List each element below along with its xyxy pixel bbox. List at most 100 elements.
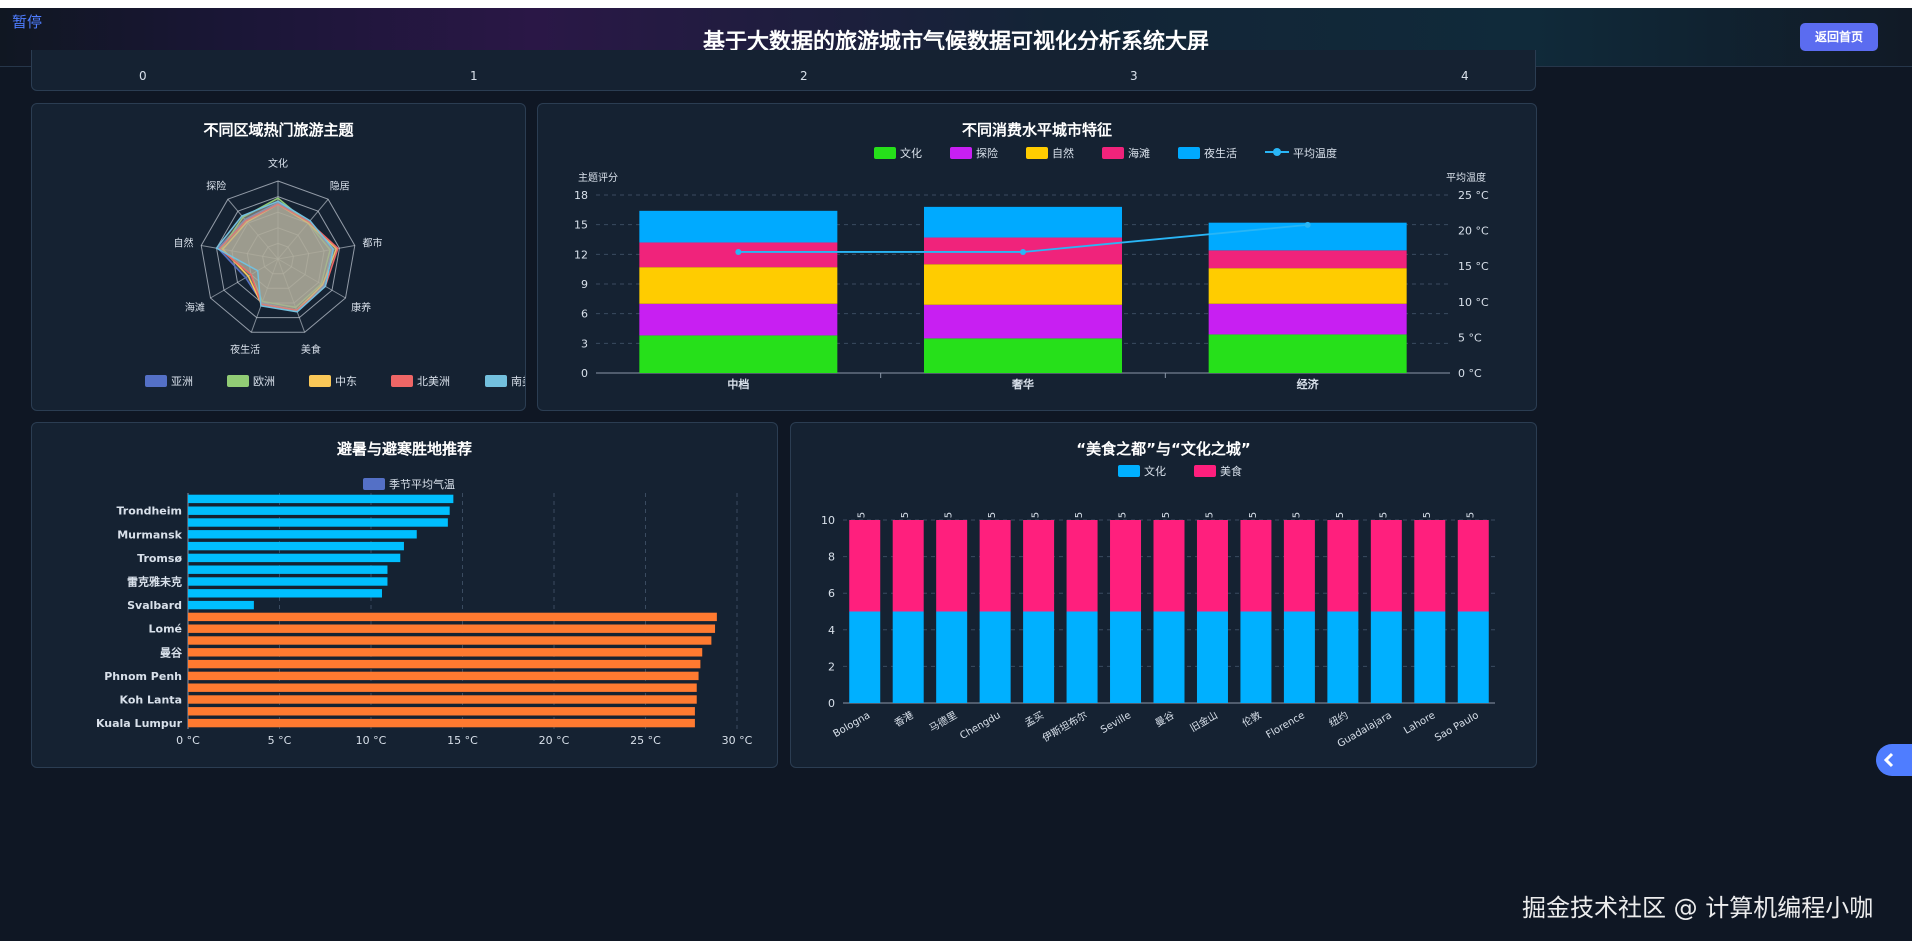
radar-legend-item: 中东 [335,375,357,388]
back-home-button[interactable]: 返回首页 [1800,23,1878,51]
climate-bar [188,707,695,716]
radar-legend-item-swatch [309,375,331,387]
side-panel-toggle[interactable] [1876,744,1912,776]
climate-city-label: Koh Lanta [120,694,183,707]
foodculture-title: “美食之都”与“文化之城” [1076,440,1251,458]
climate-city-label: Lomé [149,623,183,636]
climate-city-label: Murmansk [117,528,182,541]
foodculture-bar-文化 [1457,611,1489,703]
radar-legend-item-swatch [485,375,507,387]
foodculture-legend-item: 文化 [1144,464,1166,478]
consumption-bar-自然 [639,267,838,304]
climate-city-label: 曼谷 [160,645,183,659]
consumption-bar-文化 [639,335,838,373]
consumption-legend-line-dot [1273,148,1281,156]
consumption-ytick: 18 [574,189,588,202]
climate-legend-item-swatch [363,478,385,490]
foodculture-bar-美食 [1110,520,1142,612]
climate-city-label: Svalbard [127,599,182,612]
consumption-legend-item-swatch [1026,147,1048,159]
consumption-legend-item-swatch [1102,147,1124,159]
radar-legend-item: 欧洲 [253,375,275,388]
browser-strip [0,0,1912,8]
consumption-bar-文化 [1208,334,1407,373]
foodculture-legend-item-swatch [1118,465,1140,477]
consumption-ytick: 15 [574,219,588,232]
consumption-legend-item-swatch [874,147,896,159]
foodculture-bar-美食 [1370,520,1402,612]
climate-xtick: 20 °C [539,734,570,747]
consumption-legend-item-swatch [950,147,972,159]
foodculture-top-label: 5 [1422,512,1433,518]
radar-series-4 [215,200,335,313]
radar-axis-line [201,244,279,260]
foodculture-xtick: 伦敦 [1240,708,1264,729]
foodculture-panel: “美食之都”与“文化之城” 文化 美食 0 2 4 6 8 10 5 Bologna 5 香港 5 马德里… [790,422,1537,768]
climate-bar [188,541,404,551]
foodculture-bar-文化 [1327,611,1359,703]
consumption-bar-夜生活 [639,210,838,243]
foodculture-ytick: 6 [828,587,835,600]
consumption-y2tick: 20 °C [1458,225,1489,238]
watermark: 掘金技术社区 @ 计算机编程小咖 [1522,894,1874,922]
climate-bar [188,636,712,645]
climate-chart: 季节平均气温 0 °C 5 °C 10 °C 15 °C 20 °C 25 °C 30 °C T… [96,477,753,747]
foodculture-top-label: 5 [1161,512,1172,518]
climate-bar [188,695,697,704]
radar-grid-ring [262,242,294,275]
foodculture-xtick: 孟买 [1023,709,1046,729]
radar-indicator-label: 探险 [206,179,226,192]
radar-grid-ring [215,196,341,319]
foodculture-ytick: 2 [828,660,835,673]
consumption-legend-item: 文化 [900,146,922,160]
foodculture-xtick: Sao Paulo [1433,710,1481,744]
consumption-y2tick: 10 °C [1458,296,1489,309]
foodculture-ytick: 10 [821,514,835,527]
pause-button[interactable]: 暂停 [12,13,43,31]
consumption-ylabel-left: 主题评分 [578,172,618,184]
chevron-left-icon [1883,752,1894,768]
foodculture-xtick: 纽约 [1327,708,1351,729]
climate-bar [188,612,717,622]
climate-bar [188,600,254,610]
climate-bar [188,589,382,598]
top-chart-panel [31,50,1536,91]
consumption-xtick: 经济 [1297,377,1320,391]
foodculture-bar-美食 [1457,520,1489,612]
foodculture-bar-文化 [1414,611,1446,703]
consumption-ytick: 6 [581,308,588,321]
foodculture-bar-美食 [1327,520,1359,612]
top-axis-tick: 3 [1130,69,1138,83]
foodculture-ytick: 4 [828,624,835,637]
radar-axis-line [277,198,329,260]
climate-bar [188,648,703,657]
climate-xtick: 15 °C [447,734,478,747]
foodculture-bar-美食 [1066,520,1098,612]
foodculture-bar-文化 [979,611,1011,703]
foodculture-chart: 文化 美食 0 2 4 6 8 10 5 Bologna 5 香港 5 马德里 5 Chengdu 5 孟买 5 伊斯… [821,464,1495,750]
top-axis-tick: 1 [470,69,478,83]
foodculture-bar-文化 [1283,611,1315,703]
foodculture-bar-文化 [1110,611,1142,703]
foodculture-xtick: 香港 [892,709,915,729]
foodculture-bar-文化 [1196,611,1228,703]
consumption-legend-item: 海滩 [1128,146,1150,160]
radar-indicator-label: 美食 [301,343,321,356]
consumption-bar-探险 [639,303,838,336]
foodculture-top-label: 5 [1378,512,1389,518]
foodculture-bar-美食 [936,520,968,612]
foodculture-bar-文化 [1066,611,1098,703]
foodculture-top-label: 5 [1465,512,1476,518]
foodculture-top-label: 5 [944,512,955,518]
radar-axis-line [227,198,279,260]
foodculture-bar-美食 [1023,520,1055,612]
foodculture-bar-美食 [979,520,1011,612]
consumption-ytick: 9 [581,278,588,291]
consumption-xtick: 奢华 [1011,377,1034,391]
radar-legend-item-swatch [227,375,249,387]
consumption-temp-point [1020,248,1026,255]
consumption-ytick: 0 [581,367,588,380]
foodculture-bar-文化 [1153,611,1185,703]
